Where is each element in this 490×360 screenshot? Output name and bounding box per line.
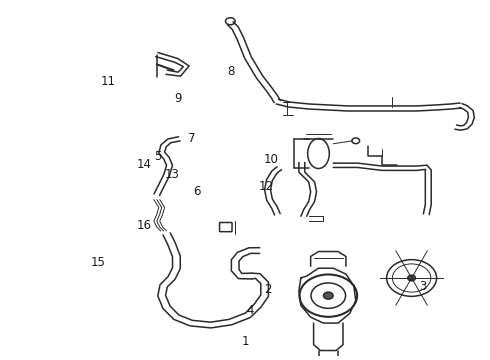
- Text: 11: 11: [100, 76, 116, 89]
- Text: 12: 12: [259, 180, 274, 193]
- Text: 1: 1: [241, 335, 249, 348]
- Circle shape: [225, 18, 235, 25]
- Circle shape: [299, 274, 357, 317]
- Text: 5: 5: [154, 149, 161, 162]
- Circle shape: [352, 138, 360, 144]
- Text: 4: 4: [246, 304, 253, 317]
- Text: 13: 13: [165, 168, 179, 181]
- Text: 3: 3: [419, 280, 426, 293]
- Text: 7: 7: [189, 132, 196, 145]
- Text: 8: 8: [227, 65, 234, 78]
- Text: 2: 2: [264, 283, 272, 296]
- Text: 16: 16: [137, 219, 152, 232]
- Text: 6: 6: [193, 185, 201, 198]
- Text: 15: 15: [91, 256, 106, 269]
- Circle shape: [311, 283, 345, 309]
- Text: 9: 9: [174, 93, 181, 105]
- Circle shape: [392, 264, 431, 292]
- Text: 10: 10: [264, 153, 279, 166]
- Circle shape: [323, 292, 333, 299]
- Circle shape: [408, 275, 416, 281]
- Text: 14: 14: [137, 158, 152, 171]
- Ellipse shape: [308, 139, 329, 168]
- Circle shape: [387, 260, 437, 296]
- FancyBboxPatch shape: [220, 222, 232, 232]
